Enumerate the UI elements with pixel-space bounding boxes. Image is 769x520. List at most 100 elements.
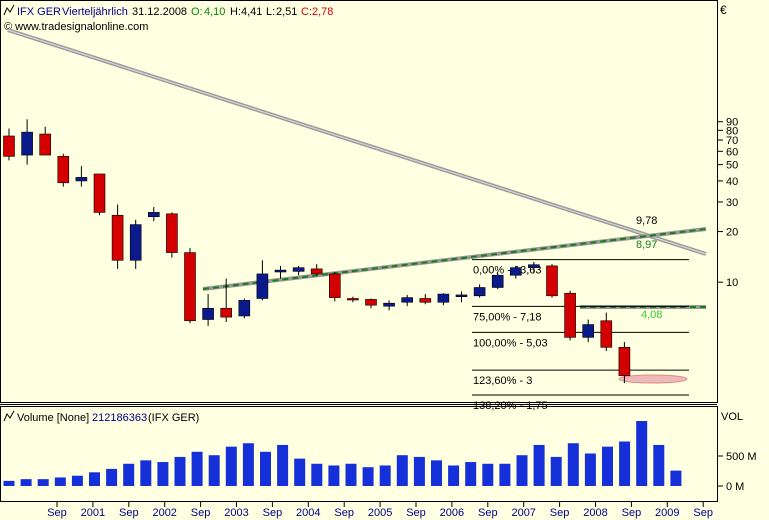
candle-body <box>184 252 196 322</box>
time-tick-label: Sep <box>119 507 139 519</box>
candle-up <box>129 219 142 269</box>
volume-header: Volume [None] 212186363 (IFX GER) VOL <box>3 410 743 424</box>
candle-up <box>274 265 287 279</box>
volume-bar <box>71 475 83 486</box>
candle-body <box>292 267 305 272</box>
candle-body <box>546 265 558 297</box>
support-trendline-dash <box>202 228 707 290</box>
volume-bar <box>567 443 579 486</box>
high-value: 4,41 <box>241 6 262 18</box>
candle-body <box>310 268 323 275</box>
volume-bar <box>670 470 682 486</box>
candle-down <box>310 264 323 276</box>
candle-body <box>509 267 522 276</box>
fibonacci-label: 75,00% - 7,18 <box>473 311 542 323</box>
volume-panel-frame <box>0 406 718 502</box>
volume-bar <box>106 468 118 486</box>
fibonacci-label: 0,00% - 13,63 <box>473 265 542 277</box>
volume-bar <box>465 462 477 486</box>
volume-bar <box>54 477 66 486</box>
candle-up <box>21 119 33 165</box>
fibonacci-label: 138,20% - 1,75 <box>473 400 548 412</box>
price-tick-label: 40 <box>726 176 738 188</box>
chart-header: IFX GER Vierteljährlich 31.12.2008 O: 4,… <box>3 3 727 33</box>
high-label: H: <box>230 6 241 18</box>
candle-down <box>220 278 232 322</box>
candle-body <box>129 224 142 261</box>
volume-label: Volume [None] <box>17 412 89 424</box>
candle-up <box>383 300 395 311</box>
candle-body <box>111 214 124 261</box>
candle-body <box>528 264 540 268</box>
candle-down <box>111 204 124 269</box>
candle-up <box>148 206 160 222</box>
volume-value: 212186363 <box>92 412 147 424</box>
volume-bar <box>174 456 186 486</box>
volume-bar <box>482 463 494 486</box>
candle-body <box>21 131 33 156</box>
candle-body <box>618 347 631 377</box>
candle-up <box>401 294 414 307</box>
volume-bar <box>602 446 613 486</box>
volume-bar <box>191 451 203 486</box>
time-tick-label: 2009 <box>655 507 679 519</box>
low-value: 2,51 <box>276 6 297 18</box>
volume-bar <box>260 451 271 486</box>
candle-body <box>3 135 15 157</box>
time-tick-label: Sep <box>478 507 498 519</box>
candle-body <box>166 213 178 253</box>
price-tick-label: 30 <box>726 197 738 209</box>
time-tick-label: 2001 <box>81 507 105 519</box>
candle-body <box>491 274 504 288</box>
fibonacci-label: 123,60% - 3 <box>473 375 532 387</box>
volume-bar <box>328 465 340 486</box>
candle-up <box>256 260 269 301</box>
fibonacci-label: 100,00% - 5,03 <box>473 337 548 349</box>
volume-bar <box>20 479 32 486</box>
open-value: 4,10 <box>204 6 225 18</box>
time-tick-label: 2006 <box>440 507 464 519</box>
candle-body <box>455 294 468 297</box>
candle-body <box>328 273 341 298</box>
candle-down <box>57 153 70 187</box>
candle-up <box>292 265 305 276</box>
volume-bar <box>533 444 545 486</box>
volume-bar <box>140 460 152 486</box>
open-label: O: <box>191 6 203 18</box>
candle-down <box>600 312 613 351</box>
volume-bar <box>499 463 511 486</box>
candle-up <box>75 166 88 187</box>
volume-bar <box>362 467 374 486</box>
candle-body <box>220 307 232 318</box>
volume-bar <box>294 458 306 486</box>
volume-bar <box>89 472 100 486</box>
candle-up <box>582 319 595 343</box>
volume-bar <box>123 463 135 486</box>
volume-bar <box>396 455 408 486</box>
volume-bar <box>157 462 169 486</box>
volume-bar <box>3 480 15 486</box>
volume-bar <box>431 460 442 486</box>
candle-down <box>39 126 52 156</box>
period-label: Vierteljährlich <box>62 6 128 18</box>
time-tick-label: Sep <box>334 507 354 519</box>
time-axis: Sep 2001 Sep 2002 Sep 2003 Sep 2004 Sep 2005 Sep 20… <box>47 502 713 519</box>
price-mark-middle: 8,97 <box>636 239 657 251</box>
date-label: 31.12.2008 <box>132 6 187 18</box>
low-label: L: <box>266 6 275 18</box>
time-tick-label: 2008 <box>583 507 607 519</box>
candle-down <box>3 128 15 161</box>
time-tick-label: Sep <box>47 507 67 519</box>
price-tick-label: 60 <box>726 146 738 158</box>
candle-up <box>437 293 450 306</box>
price-tick-label: 80 <box>726 125 738 137</box>
time-tick-label: 2004 <box>296 507 320 519</box>
candle-up <box>509 265 522 279</box>
price-tick-label: 90 <box>726 117 738 129</box>
volume-bar <box>653 444 665 486</box>
candle-body <box>39 133 52 156</box>
volume-axis-label: VOL <box>721 411 743 423</box>
trendlines <box>7 28 707 384</box>
price-marks: 9,78 8,97 4,08 <box>636 215 662 321</box>
